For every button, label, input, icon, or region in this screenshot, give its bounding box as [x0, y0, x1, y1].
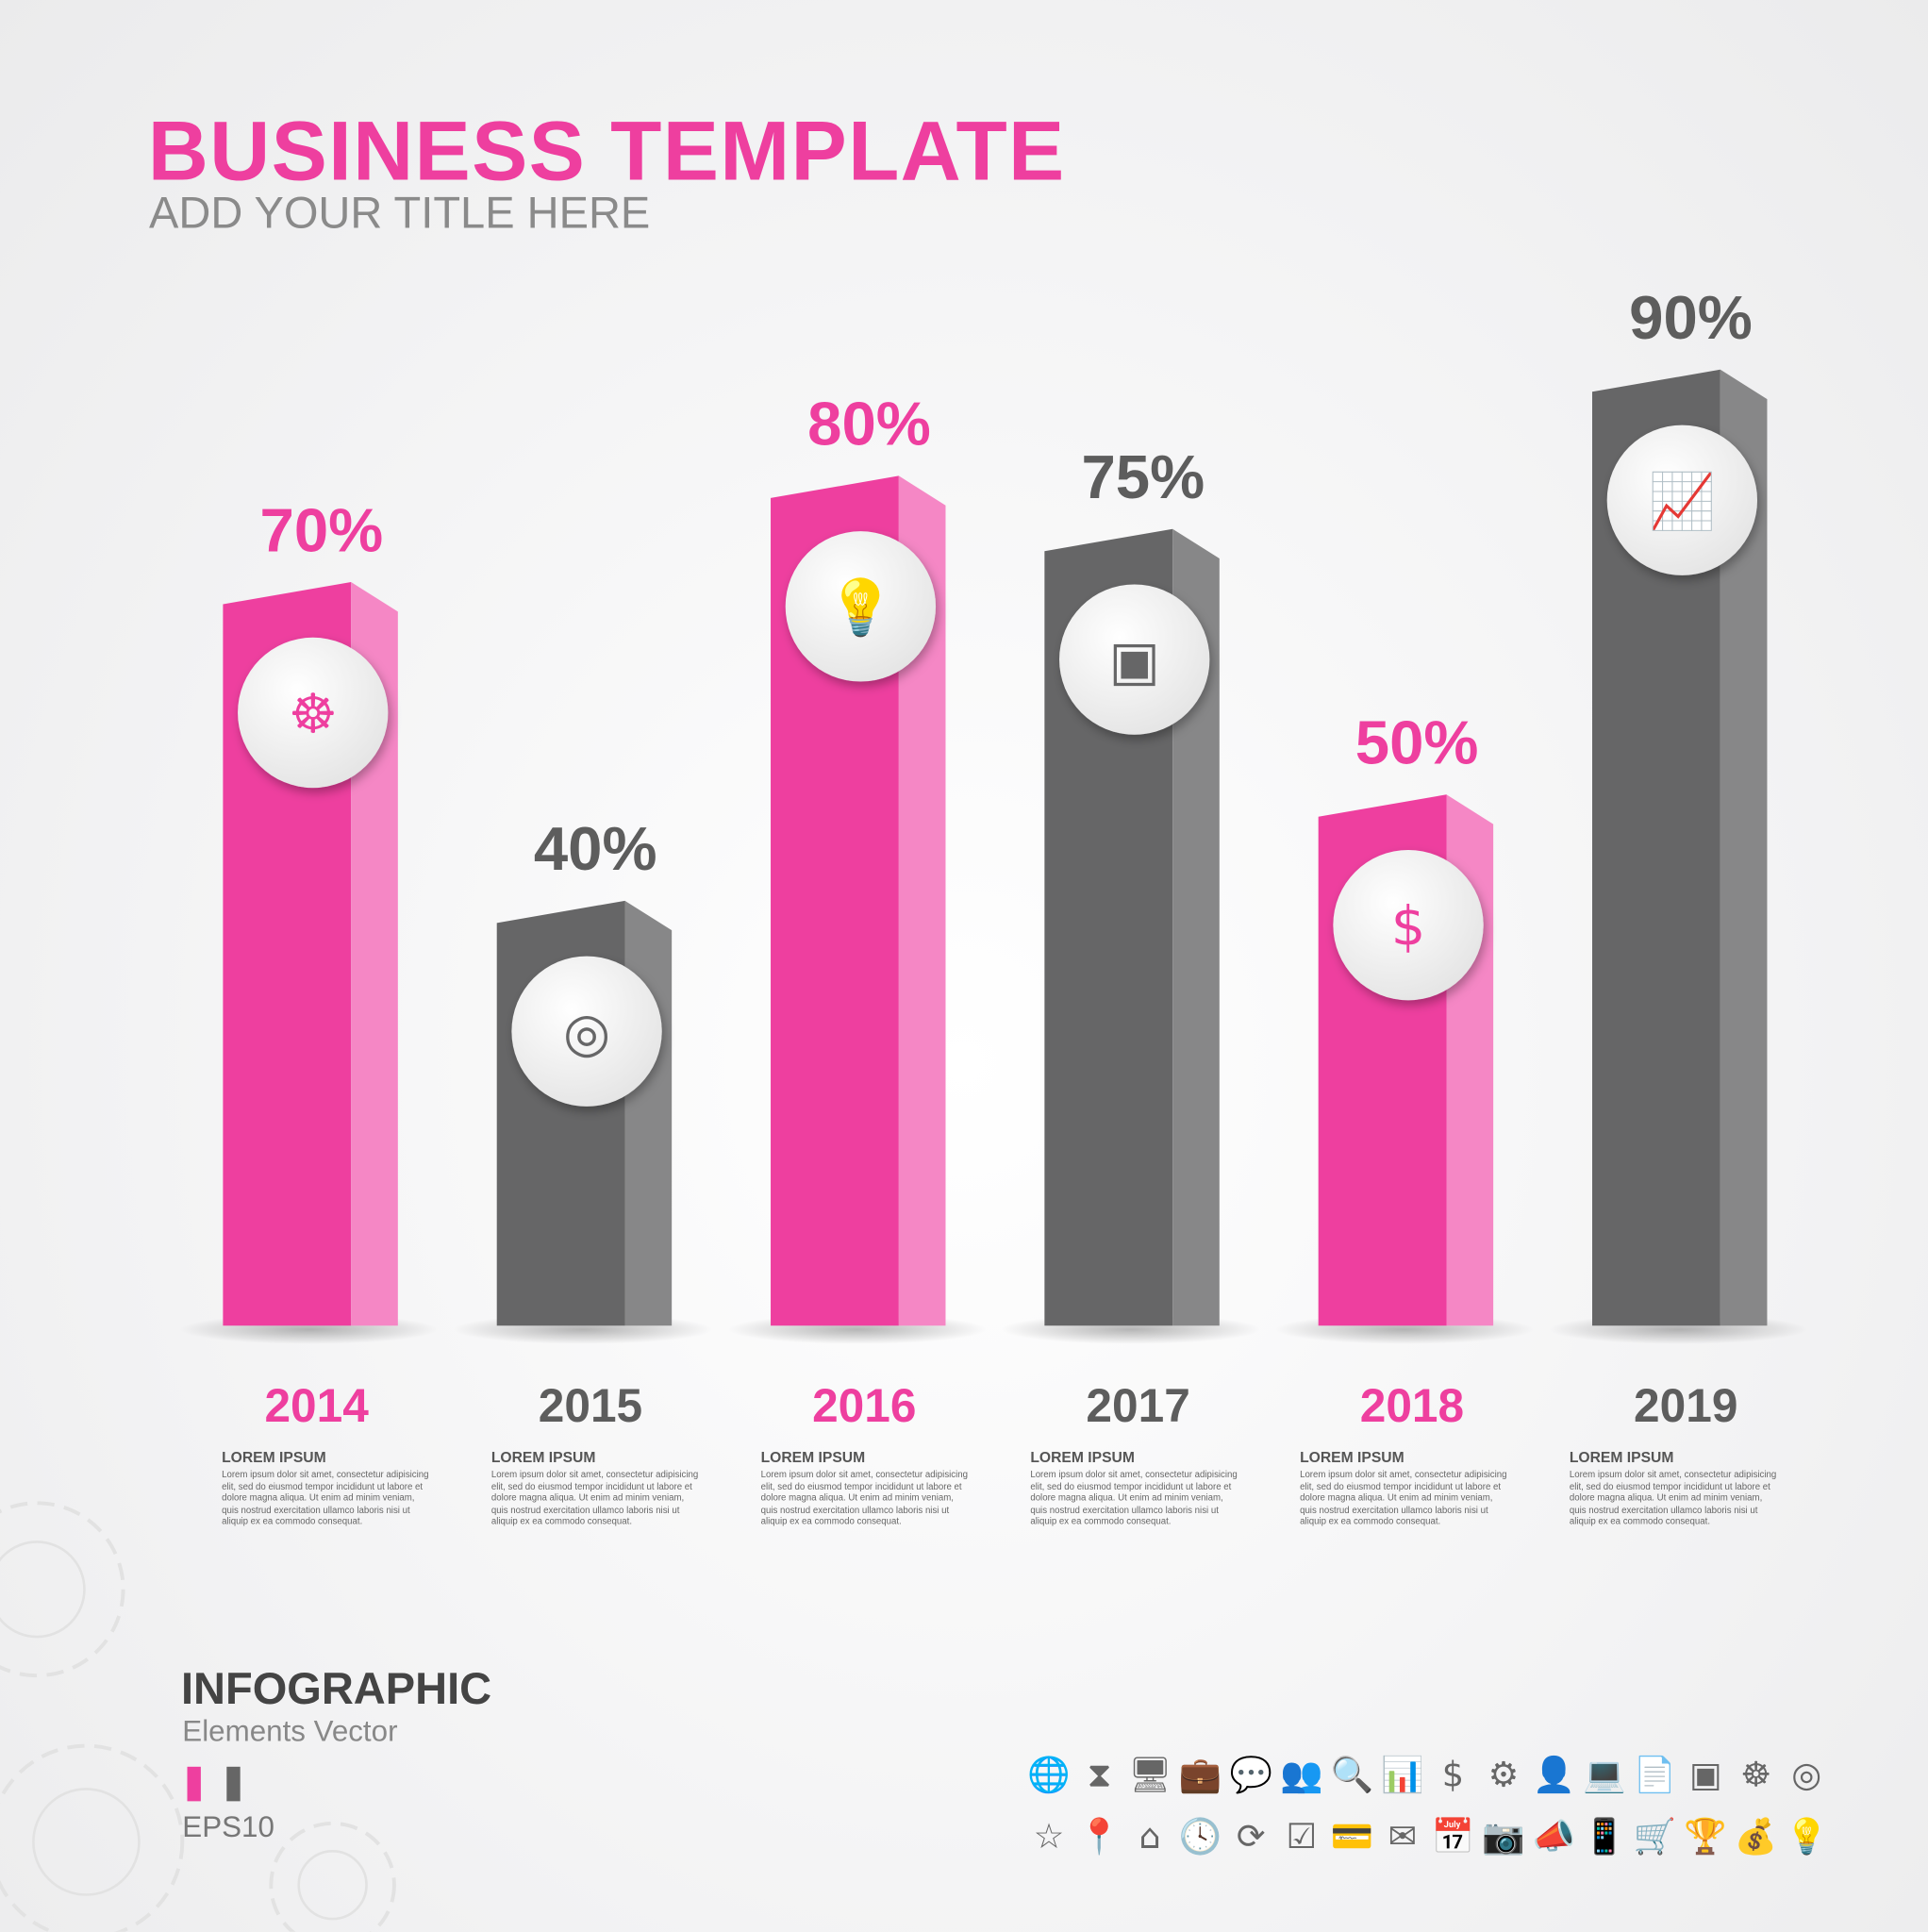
- description-block: LOREM IPSUM Lorem ipsum dolor sit amet, c…: [222, 1449, 428, 1528]
- gear-decoration-icon: [269, 1821, 396, 1932]
- icon-row-2: ☆ 📍 ⌂ 🕓 ⟳ ☑ 💳 ✉ 📅 📷 📣 📱 🛒 🏆 💰 💡: [1027, 1816, 1828, 1857]
- description-body: Lorem ipsum dolor sit amet, consectetur …: [1300, 1468, 1507, 1527]
- search-icon: 🔍: [1330, 1754, 1374, 1795]
- home-icon: ⌂: [1139, 1816, 1161, 1857]
- target-icon: ◎: [1791, 1754, 1822, 1795]
- camera-icon: 📷: [1482, 1816, 1525, 1857]
- description-title: LOREM IPSUM: [222, 1448, 326, 1467]
- bar-side-2016: [898, 475, 946, 1326]
- page-title: BUSINESS TEMPLATE: [147, 105, 1066, 199]
- star-icon: ☆: [1033, 1816, 1065, 1857]
- description-block: LOREM IPSUM Lorem ipsum dolor sit amet, c…: [761, 1449, 968, 1528]
- icon-row-1: 🌐 ⧗ 🖥 💼 💬 👥 🔍 📊 $ ⚙ 👤 💻 📄 ▣ ☸ ◎: [1027, 1755, 1828, 1796]
- data-label: 80%: [807, 390, 931, 458]
- description-block: LOREM IPSUM Lorem ipsum dolor sit amet, c…: [1030, 1449, 1237, 1528]
- laptop-icon: 💻: [1583, 1754, 1626, 1795]
- description-title: LOREM IPSUM: [1030, 1448, 1135, 1467]
- description-title: LOREM IPSUM: [1300, 1448, 1404, 1467]
- money-bag-icon: 💰: [1734, 1816, 1778, 1857]
- envelope-icon: ✉: [1388, 1816, 1418, 1857]
- gear-decoration-icon: [0, 1501, 125, 1678]
- lightbulb-icon: 💡: [827, 576, 895, 640]
- data-label: 75%: [1081, 442, 1205, 511]
- x-tick-label: 2018: [1360, 1379, 1464, 1432]
- calendar-icon: 📅: [1431, 1816, 1475, 1857]
- gear-decoration-icon: [0, 1541, 86, 1639]
- head-gears-icon: ☸: [1740, 1754, 1772, 1795]
- bar-2019: [1592, 369, 1720, 1326]
- icon-badge: [238, 637, 389, 789]
- report-icon: 📄: [1633, 1754, 1677, 1795]
- credit-cards-icon: 💳: [1330, 1816, 1374, 1857]
- pink-swatch: [187, 1766, 201, 1802]
- format-label: EPS10: [182, 1810, 274, 1845]
- head-gears-icon: ☸: [289, 682, 338, 745]
- target-icon: ◎: [563, 1001, 610, 1064]
- gear-decoration-icon: [297, 1849, 368, 1921]
- description-title: LOREM IPSUM: [760, 1448, 866, 1467]
- description-body: Lorem ipsum dolor sit amet, consectetur …: [490, 1468, 699, 1527]
- bar-side-2019: [1720, 369, 1768, 1326]
- icon-badge: [1059, 584, 1210, 735]
- data-label: 40%: [534, 814, 657, 883]
- data-label: 50%: [1355, 708, 1479, 777]
- x-tick-label: 2014: [264, 1379, 369, 1432]
- monitor-chart-icon: 🖥: [1128, 1754, 1172, 1795]
- globe-icon: 🌐: [1027, 1754, 1071, 1795]
- icon-badge: [511, 956, 662, 1107]
- growth-chart-icon: 📈: [1649, 470, 1717, 533]
- x-tick-label: 2017: [1086, 1379, 1189, 1432]
- hourglass-icon: ⧗: [1087, 1754, 1112, 1795]
- money-bag-icon: $: [1391, 895, 1426, 958]
- chat-icon: 💬: [1229, 1754, 1273, 1795]
- footer-subtitle: Elements Vector: [182, 1714, 398, 1749]
- description-body: Lorem ipsum dolor sit amet, consectetur …: [222, 1468, 429, 1527]
- footer-title: INFOGRAPHIC: [180, 1663, 492, 1714]
- businessman-icon: 👤: [1532, 1754, 1576, 1795]
- bar-side-2017: [1172, 528, 1220, 1326]
- clock-icon: 🕓: [1178, 1816, 1222, 1857]
- bar-chart-icon: 📊: [1381, 1754, 1424, 1795]
- description-title: LOREM IPSUM: [490, 1448, 596, 1467]
- x-tick-label: 2019: [1634, 1379, 1737, 1432]
- gears-icon: ⚙: [1488, 1754, 1520, 1795]
- page-subtitle: ADD YOUR TITLE HERE: [149, 187, 651, 239]
- description-block: LOREM IPSUM Lorem ipsum dolor sit amet, c…: [1570, 1449, 1776, 1528]
- icon-badge: [1606, 425, 1758, 575]
- gear-decoration-icon: [0, 1743, 185, 1932]
- bar-2016: [771, 475, 899, 1326]
- refresh-gear-icon: ⟳: [1236, 1816, 1266, 1857]
- icon-badge: [1333, 849, 1484, 1001]
- checkbox-icon: ☑: [1286, 1816, 1318, 1857]
- map-pin-icon: 📍: [1077, 1816, 1122, 1857]
- trophy-icon: 🏆: [1684, 1816, 1727, 1857]
- description-title: LOREM IPSUM: [1569, 1448, 1674, 1467]
- x-tick-label: 2016: [812, 1379, 916, 1432]
- icon-badge: [785, 531, 937, 682]
- data-label: 90%: [1629, 283, 1753, 352]
- megaphone-icon: 📣: [1532, 1816, 1576, 1857]
- presentation-icon: ▣: [1688, 1754, 1722, 1795]
- description-block: LOREM IPSUM Lorem ipsum dolor sit amet, c…: [1300, 1449, 1506, 1528]
- description-body: Lorem ipsum dolor sit amet, consectetur …: [760, 1468, 969, 1527]
- cart-icon: 🛒: [1633, 1816, 1677, 1857]
- x-tick-label: 2015: [539, 1379, 642, 1432]
- description-block: LOREM IPSUM Lorem ipsum dolor sit amet, c…: [491, 1449, 698, 1528]
- strategy-board-icon: ▣: [1109, 629, 1160, 692]
- description-body: Lorem ipsum dolor sit amet, consectetur …: [1569, 1468, 1777, 1527]
- dollar-icon: $: [1441, 1754, 1465, 1795]
- team-icon: 👥: [1280, 1754, 1323, 1795]
- gray-swatch: [226, 1766, 241, 1802]
- gear-decoration-icon: [32, 1788, 141, 1896]
- briefcase-icon: 💼: [1178, 1754, 1222, 1795]
- bar-side-2015: [624, 900, 673, 1326]
- lightbulb-icon: 💡: [1785, 1816, 1829, 1857]
- data-label: 70%: [260, 495, 384, 564]
- smartphone-icon: 📱: [1583, 1816, 1626, 1857]
- description-body: Lorem ipsum dolor sit amet, consectetur …: [1030, 1468, 1238, 1527]
